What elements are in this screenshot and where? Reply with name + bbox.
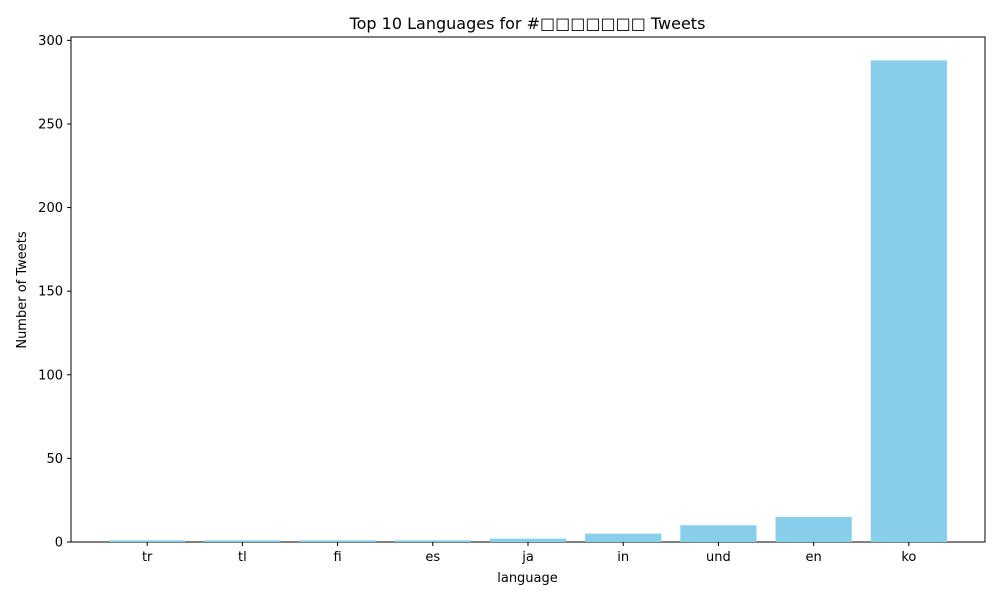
y-tick-label: 50 — [46, 452, 63, 467]
bar-ko — [870, 60, 947, 543]
plot-area — [70, 36, 986, 543]
y-tick-label: 250 — [38, 117, 63, 132]
x-tick-label-ko: ko — [901, 550, 916, 565]
chart-title: Top 10 Languages for #□□□□□□□ Tweets — [349, 14, 706, 33]
bar-tl — [204, 540, 281, 542]
x-tick-label-en: en — [806, 550, 822, 565]
y-tick-label: 300 — [38, 34, 63, 49]
y-axis-label: Number of Tweets — [15, 231, 30, 349]
y-tick-label: 150 — [38, 285, 63, 300]
y-tick-label: 100 — [38, 368, 63, 383]
y-tick-label: 0 — [55, 536, 63, 551]
x-tick-label-es: es — [425, 550, 440, 565]
x-tick-label-fi: fi — [333, 550, 341, 565]
y-tick-label: 200 — [38, 201, 63, 216]
x-tick-label-und: und — [706, 550, 731, 565]
plot-frame — [70, 36, 986, 543]
bar-tr — [109, 540, 186, 542]
bar-in — [585, 533, 662, 542]
bar-es — [394, 540, 471, 542]
x-axis: tr tl fi es ja in und en ko — [142, 542, 916, 565]
x-tick-label-tl: tl — [238, 550, 247, 565]
x-tick-label-ja: ja — [521, 550, 534, 565]
bars-group — [109, 60, 947, 543]
x-tick-label-in: in — [617, 550, 629, 565]
y-axis: 0 50 100 150 200 250 300 — [38, 34, 71, 551]
bar-ja — [489, 538, 567, 542]
bar-en — [775, 516, 852, 542]
bar-fi — [299, 540, 376, 542]
bar-und — [680, 525, 757, 542]
x-tick-label-tr: tr — [142, 550, 153, 565]
x-axis-label: language — [497, 571, 558, 586]
